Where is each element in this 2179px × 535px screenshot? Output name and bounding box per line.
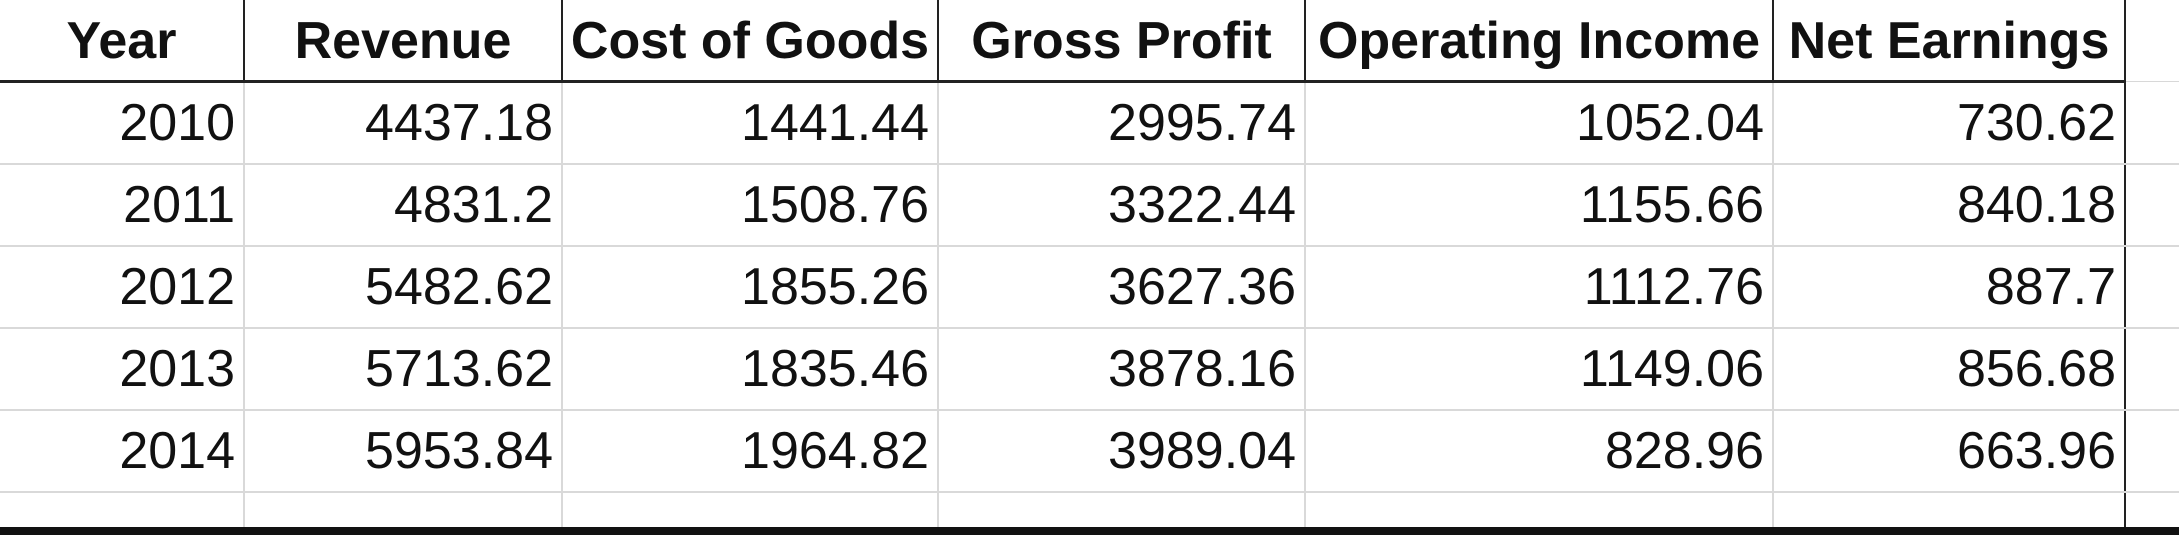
column-header-cost-of-goods[interactable]: Cost of Goods: [561, 0, 938, 83]
bottom-border-rule: [0, 527, 2179, 535]
operating-income-cell[interactable]: 1149.06: [1304, 328, 1773, 411]
cost-of-goods-cell[interactable]: 1964.82: [561, 410, 938, 493]
operating-income-cell[interactable]: 1112.76: [1304, 246, 1773, 329]
net-earnings-cell[interactable]: 887.7: [1772, 246, 2125, 329]
table-row: 2013 5713.62 1835.46 3878.16 1149.06 856…: [0, 328, 2179, 411]
revenue-cell[interactable]: 5482.62: [243, 246, 562, 329]
gross-profit-cell[interactable]: 3627.36: [937, 246, 1305, 329]
empty-cell[interactable]: [2124, 328, 2179, 411]
gross-profit-cell[interactable]: 3989.04: [937, 410, 1305, 493]
empty-cell[interactable]: [2124, 81, 2179, 165]
empty-cell[interactable]: [2124, 164, 2179, 247]
table-row: 2012 5482.62 1855.26 3627.36 1112.76 887…: [0, 246, 2179, 329]
column-header-operating-income[interactable]: Operating Income: [1304, 0, 1773, 83]
cost-of-goods-cell[interactable]: 1508.76: [561, 164, 938, 247]
net-earnings-cell[interactable]: 856.68: [1772, 328, 2125, 411]
revenue-cell[interactable]: 5953.84: [243, 410, 562, 493]
empty-header-cell[interactable]: [2124, 0, 2179, 82]
empty-cell[interactable]: [2124, 246, 2179, 329]
operating-income-cell[interactable]: 828.96: [1304, 410, 1773, 493]
table-row: 2014 5953.84 1964.82 3989.04 828.96 663.…: [0, 410, 2179, 493]
header-row: Year Revenue Cost of Goods Gross Profit …: [0, 0, 2179, 83]
year-cell[interactable]: 2010: [0, 81, 244, 165]
cost-of-goods-cell[interactable]: 1441.44: [561, 81, 938, 165]
net-earnings-cell[interactable]: 663.96: [1772, 410, 2125, 493]
column-header-year[interactable]: Year: [0, 0, 244, 83]
year-cell[interactable]: 2011: [0, 164, 244, 247]
gross-profit-cell[interactable]: 3878.16: [937, 328, 1305, 411]
year-cell[interactable]: 2012: [0, 246, 244, 329]
operating-income-cell[interactable]: 1155.66: [1304, 164, 1773, 247]
column-header-revenue[interactable]: Revenue: [243, 0, 562, 83]
table-row: 2010 4437.18 1441.44 2995.74 1052.04 730…: [0, 81, 2179, 165]
gross-profit-cell[interactable]: 2995.74: [937, 81, 1305, 165]
year-cell[interactable]: 2013: [0, 328, 244, 411]
gross-profit-cell[interactable]: 3322.44: [937, 164, 1305, 247]
year-cell[interactable]: 2014: [0, 410, 244, 493]
cost-of-goods-cell[interactable]: 1835.46: [561, 328, 938, 411]
column-header-gross-profit[interactable]: Gross Profit: [937, 0, 1305, 83]
table-row: 2011 4831.2 1508.76 3322.44 1155.66 840.…: [0, 164, 2179, 247]
cost-of-goods-cell[interactable]: 1855.26: [561, 246, 938, 329]
empty-cell[interactable]: [2124, 410, 2179, 493]
revenue-cell[interactable]: 4831.2: [243, 164, 562, 247]
revenue-cell[interactable]: 5713.62: [243, 328, 562, 411]
operating-income-cell[interactable]: 1052.04: [1304, 81, 1773, 165]
net-earnings-cell[interactable]: 840.18: [1772, 164, 2125, 247]
column-header-net-earnings[interactable]: Net Earnings: [1772, 0, 2125, 83]
revenue-cell[interactable]: 4437.18: [243, 81, 562, 165]
net-earnings-cell[interactable]: 730.62: [1772, 81, 2125, 165]
